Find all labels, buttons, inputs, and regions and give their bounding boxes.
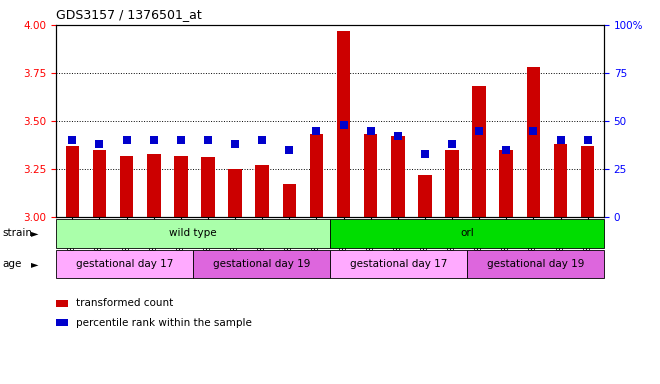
Bar [364, 134, 378, 217]
Bar [446, 150, 459, 217]
Point [555, 137, 566, 143]
Text: gestational day 17: gestational day 17 [350, 259, 447, 269]
Bar [282, 184, 296, 217]
Bar [418, 175, 432, 217]
Bar [255, 165, 269, 217]
Point [366, 127, 376, 134]
Bar [65, 146, 79, 217]
Point [148, 137, 159, 143]
Point [176, 137, 186, 143]
Text: orl: orl [460, 228, 474, 238]
Point [528, 127, 539, 134]
Point [121, 137, 132, 143]
Bar [228, 169, 242, 217]
Bar [174, 156, 187, 217]
Point [582, 137, 593, 143]
Text: ►: ► [30, 259, 38, 269]
Text: strain: strain [2, 228, 32, 238]
Point [339, 122, 349, 128]
Bar [310, 134, 323, 217]
Point [474, 127, 484, 134]
Point [311, 127, 321, 134]
Bar [201, 157, 214, 217]
Bar [554, 144, 568, 217]
Bar [147, 154, 160, 217]
Point [67, 137, 78, 143]
Point [230, 141, 240, 147]
Bar [120, 156, 133, 217]
Bar [337, 31, 350, 217]
Bar [527, 67, 540, 217]
Text: transformed count: transformed count [76, 298, 173, 308]
Bar [500, 150, 513, 217]
Text: gestational day 19: gestational day 19 [486, 259, 584, 269]
Text: wild type: wild type [169, 228, 217, 238]
Text: gestational day 19: gestational day 19 [213, 259, 310, 269]
Point [257, 137, 267, 143]
Point [393, 133, 403, 139]
Text: percentile rank within the sample: percentile rank within the sample [76, 318, 251, 328]
Point [94, 141, 105, 147]
Text: GDS3157 / 1376501_at: GDS3157 / 1376501_at [56, 8, 202, 21]
Text: gestational day 17: gestational day 17 [76, 259, 174, 269]
Bar [391, 136, 405, 217]
Point [501, 147, 512, 153]
Point [284, 147, 294, 153]
Bar [92, 150, 106, 217]
Text: age: age [2, 259, 21, 269]
Bar [473, 86, 486, 217]
Point [203, 137, 213, 143]
Point [447, 141, 457, 147]
Text: ►: ► [30, 228, 38, 238]
Bar [581, 146, 595, 217]
Point [420, 151, 430, 157]
